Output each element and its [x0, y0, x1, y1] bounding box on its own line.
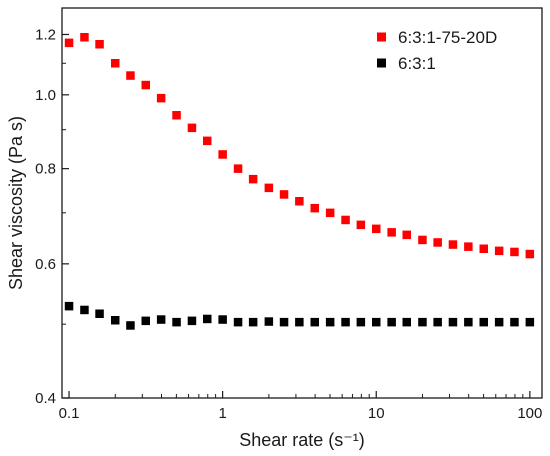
series-6-3-1-75-20d-point: [95, 40, 104, 49]
series-6-3-1-point: [111, 316, 120, 325]
data-markers: [64, 33, 535, 330]
tick-labels: 0.1 1 10 100 0.4 0.6 0.8 1.0 1.2: [35, 26, 542, 422]
series-6-3-1-75-20d-point: [310, 203, 319, 213]
x-tick-label: 0.1: [59, 405, 80, 422]
series-6-3-1-point: [310, 317, 319, 327]
series-6-3-1-point: [218, 315, 227, 324]
legend: 6:3:1-75-20D 6:3:1: [377, 28, 497, 73]
series-6-3-1-point: [372, 317, 381, 327]
series-6-3-1-point: [126, 321, 135, 330]
series-6-3-1-75-20d-point: [448, 240, 458, 249]
series-6-3-1-75-20d-point: [356, 220, 366, 230]
series-6-3-1-point: [325, 317, 335, 327]
series-6-3-1-point: [387, 317, 396, 327]
series-6-3-1-point: [494, 317, 504, 327]
series-6-3-1-75-20d-point: [64, 38, 74, 48]
series-6-3-1-75-20d-point: [295, 197, 304, 206]
series-6-3-1-point: [248, 317, 258, 327]
series-6-3-1-75-20d-point: [233, 164, 243, 173]
series-6-3-1-75-20d-point: [111, 59, 120, 68]
legend-marker: [377, 32, 386, 42]
x-tick-label: 100: [517, 405, 542, 422]
series-6-3-1-75-20d-point: [402, 230, 411, 240]
series-6-3-1-point: [64, 301, 74, 311]
series-6-3-1-point: [341, 317, 350, 327]
series-6-3-1-75-20d-point: [525, 249, 535, 259]
series-6-3-1-point: [479, 317, 488, 327]
series-6-3-1-point: [80, 305, 89, 315]
series-6-3-1-75-20d-point: [464, 242, 473, 251]
series-6-3-1-75-20d-point: [187, 123, 197, 133]
series-6-3-1-75-20d-point: [279, 190, 289, 199]
series-6-3-1-75-20d-point: [141, 80, 150, 90]
series-6-3-1-75-20d-point: [218, 150, 227, 159]
series-6-3-1-75-20d-point: [156, 93, 166, 103]
x-tick-label: 1: [218, 405, 226, 422]
y-axis-label: Shear viscosity (Pa s): [6, 116, 26, 290]
legend-marker: [377, 58, 386, 68]
series-6-3-1-75-20d-point: [494, 246, 504, 256]
series-6-3-1-75-20d-point: [80, 33, 89, 42]
series-6-3-1-75-20d-point: [126, 71, 135, 80]
series-6-3-1-75-20d-point: [203, 136, 212, 146]
x-axis-label: Shear rate (s⁻¹): [239, 430, 365, 450]
series-6-3-1-75-20d-point: [387, 228, 396, 237]
y-tick-label: 1.0: [35, 87, 56, 104]
y-tick-label: 0.4: [35, 390, 56, 407]
series-6-3-1-point: [156, 315, 166, 324]
series-6-3-1-75-20d-point: [172, 111, 181, 120]
y-tick-label: 1.2: [35, 26, 56, 43]
series-6-3-1-75-20d-point: [325, 208, 335, 218]
y-tick-label: 0.6: [35, 256, 56, 273]
series-6-3-1-75-20d-point: [264, 183, 274, 193]
series-6-3-1-point: [95, 309, 104, 318]
y-tick-label: 0.8: [35, 161, 56, 178]
series-6-3-1-point: [402, 317, 411, 327]
x-tick-label: 10: [368, 405, 385, 422]
series-6-3-1-75-20d-point: [418, 235, 427, 245]
series-6-3-1-point: [295, 317, 304, 327]
series-6-3-1-point: [187, 316, 197, 326]
series-6-3-1-point: [464, 317, 473, 327]
series-6-3-1-75-20d-point: [341, 215, 350, 225]
series-6-3-1-point: [356, 317, 366, 327]
series-6-3-1-point: [264, 317, 274, 326]
series-6-3-1-75-20d-point: [510, 247, 519, 257]
series-6-3-1-point: [418, 317, 427, 327]
series-6-3-1-75-20d-point: [433, 238, 442, 247]
series-6-3-1-point: [141, 316, 150, 326]
series-6-3-1-75-20d-point: [248, 174, 258, 184]
series-6-3-1-point: [172, 317, 181, 327]
series-6-3-1-point: [203, 314, 212, 324]
series-6-3-1-point: [433, 317, 442, 327]
series-6-3-1-point: [233, 317, 243, 327]
series-6-3-1-point: [525, 317, 535, 327]
series-6-3-1-point: [510, 317, 519, 327]
axis-ticks: [62, 33, 531, 399]
series-6-3-1-point: [448, 317, 458, 327]
series-6-3-1-75-20d-point: [372, 224, 381, 234]
series-6-3-1-75-20d-point: [479, 244, 488, 253]
plot-frame: [61, 7, 543, 399]
series-6-3-1-point: [279, 317, 289, 327]
legend-label: 6:3:1-75-20D: [398, 28, 497, 47]
legend-label: 6:3:1: [398, 54, 436, 73]
